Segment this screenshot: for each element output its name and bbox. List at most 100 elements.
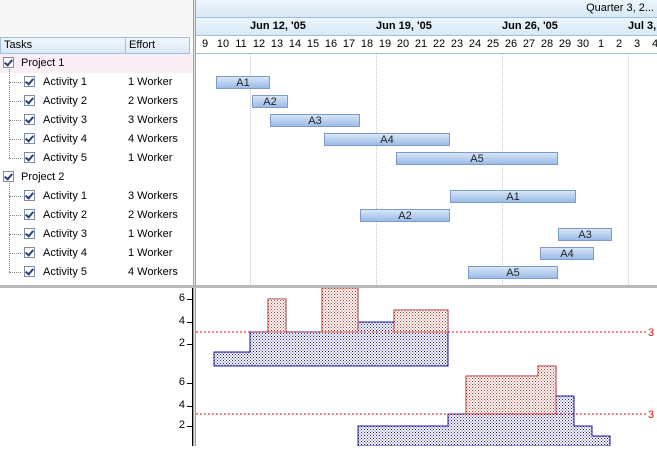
gantt-bar[interactable]: A2 [252,95,288,108]
day-label: 9 [201,38,209,50]
y-tick-mark [187,322,193,323]
day-label: 25 [486,38,500,50]
activity-name: Activity 5 [43,266,88,278]
day-label: 21 [414,38,428,50]
activity-row[interactable]: Activity 2 2 Workers [0,92,193,111]
day-label: 17 [342,38,356,50]
histogram-svg: 3 3 [196,287,654,447]
activity-name: Activity 2 [43,95,88,107]
activity-row[interactable]: Activity 3 3 Workers [0,111,193,130]
day-label: 22 [432,38,446,50]
task-list-top-spacer [0,0,193,37]
day-label: 3 [633,38,641,50]
tree-connector [9,234,21,235]
week-label: Jul 3, [628,20,657,32]
histogram-bottom-threshold-label: 3 [648,409,654,421]
week-gridline [502,54,503,285]
y-tick-mark [187,426,193,427]
tree-connector [9,215,21,216]
day-label: 10 [216,38,230,50]
project-row[interactable]: Project 2 [0,168,193,187]
activity-row[interactable]: Activity 1 3 Workers [0,187,193,206]
y-tick-label: 2 [178,419,185,431]
y-tick-label: 6 [178,376,185,388]
activity-checkbox[interactable] [24,209,35,220]
day-label: 24 [468,38,482,50]
activity-name: Activity 3 [43,114,88,126]
activity-checkbox[interactable] [24,76,35,87]
column-header-effort[interactable]: Effort [125,37,190,54]
gantt-bar[interactable]: A4 [540,247,594,260]
column-header-tasks[interactable]: Tasks [0,37,126,54]
gantt-bar[interactable]: A4 [324,133,450,146]
project-checkbox[interactable] [3,171,14,182]
activity-checkbox[interactable] [24,95,35,106]
day-label: 20 [396,38,410,50]
gantt-grid: A1 A2 A3 A4 A5 A1 A2 A3 A4 A5 [196,54,657,285]
activity-name: Activity 4 [43,247,88,259]
activity-checkbox[interactable] [24,228,35,239]
activity-row[interactable]: Activity 3 1 Worker [0,225,193,244]
resource-histogram: 3 3 [196,287,657,447]
activity-row[interactable]: Activity 1 1 Worker [0,73,193,92]
activity-checkbox[interactable] [24,190,35,201]
activity-name: Activity 4 [43,133,88,145]
activity-checkbox[interactable] [24,133,35,144]
tree-line [9,183,10,272]
activity-name: Activity 5 [43,152,88,164]
day-label: 18 [360,38,374,50]
activity-checkbox[interactable] [24,247,35,258]
day-label: 16 [324,38,338,50]
day-label: 11 [235,38,247,50]
tree-connector [9,139,21,140]
day-label: 12 [252,38,266,50]
activity-name: Activity 1 [43,190,88,202]
gantt-bar[interactable]: A1 [450,190,576,203]
gantt-bar[interactable]: A3 [270,114,360,127]
activity-checkbox[interactable] [24,152,35,163]
week-label: Jun 12, '05 [250,20,306,32]
project-name: Project 2 [21,171,65,183]
gantt-bar[interactable]: A5 [468,266,558,279]
y-tick-mark [187,383,193,384]
activity-effort: 2 Workers [128,209,178,221]
activity-row[interactable]: Activity 5 1 Worker [0,149,193,168]
activity-effort: 4 Workers [128,133,178,145]
day-label: 27 [522,38,536,50]
gantt-bar[interactable]: A5 [396,152,558,165]
activity-effort: 4 Workers [128,266,178,278]
tree-connector [9,82,21,83]
week-header: Jun 12, '05 Jun 19, '05 Jun 26, '05 Jul 3, [196,18,657,36]
y-tick-mark [187,406,193,407]
activity-row[interactable]: Activity 5 4 Workers [0,263,193,282]
activity-row[interactable]: Activity 4 1 Worker [0,244,193,263]
y-tick-label: 4 [178,399,185,411]
vertical-splitter[interactable] [193,0,196,446]
project-name: Project 1 [21,57,65,69]
y-tick-mark [187,299,193,300]
week-gridline [250,54,251,285]
activity-name: Activity 3 [43,228,88,240]
project-row[interactable]: Project 1 [0,54,193,73]
activity-row[interactable]: Activity 2 2 Workers [0,206,193,225]
gantt-bar[interactable]: A2 [360,209,450,222]
day-label: 19 [378,38,392,50]
gantt-bar[interactable]: A3 [558,228,612,241]
day-header: 9 10 11 12 13 14 15 16 17 18 19 20 21 22 23 24 25 26 27 28 2… [196,36,657,54]
gantt-bar[interactable]: A1 [216,76,270,89]
activity-checkbox[interactable] [24,266,35,277]
activity-effort: 1 Worker [128,76,173,88]
week-gridline [376,54,377,285]
project-checkbox[interactable] [3,57,14,68]
y-tick-mark [187,344,193,345]
tree-connector [9,253,21,254]
activity-row[interactable]: Activity 4 4 Workers [0,130,193,149]
y-tick-label: 4 [178,315,185,327]
activity-checkbox[interactable] [24,114,35,125]
day-label: 14 [288,38,302,50]
y-tick-label: 2 [178,337,185,349]
quarter-label: Quarter 3, 2... [586,2,654,14]
day-label: 30 [576,38,590,50]
horizontal-splitter[interactable] [0,285,657,288]
activity-effort: 1 Worker [128,152,173,164]
